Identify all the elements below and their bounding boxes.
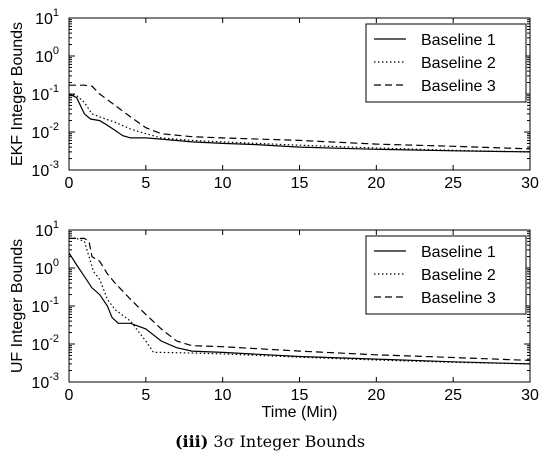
x-axis-label: Time (Min) <box>262 404 338 421</box>
legend-box <box>365 23 527 103</box>
x-tick-label: 15 <box>291 175 309 192</box>
x-tick-label: 25 <box>444 175 462 192</box>
y-tick-label: 10-1 <box>31 295 59 316</box>
caption-label: (iii) <box>174 432 209 451</box>
y-tick-label: 10-3 <box>31 159 59 180</box>
x-tick-label: 15 <box>291 387 309 404</box>
y-axis-label: EKF Integer Bounds <box>9 22 26 166</box>
chart-panel-2: 0 5 10 15 20 25 30 10-3 10-2 10-1 100 101 UF Integer… <box>9 219 539 421</box>
y-tick-label: 10-2 <box>31 121 59 142</box>
y-tick-label: 100 <box>35 45 59 66</box>
series-line-baseline-2 <box>69 237 530 365</box>
series-line-baseline-2 <box>69 93 530 153</box>
caption-text: 3σ Integer Bounds <box>213 432 366 451</box>
x-tick-label: 0 <box>65 175 74 192</box>
x-tick-label: 20 <box>367 387 385 404</box>
legend-label-baseline-3: Baseline 3 <box>421 78 496 95</box>
y-tick-label: 101 <box>35 219 59 240</box>
x-tick-label: 20 <box>367 175 385 192</box>
y-tick-label: 10-1 <box>31 83 59 104</box>
legend-box <box>365 235 527 315</box>
x-tick-label: 25 <box>444 387 462 404</box>
legend-label-baseline-2: Baseline 2 <box>421 267 496 284</box>
x-tick-label: 5 <box>141 175 150 192</box>
legend-label-baseline-1: Baseline 1 <box>421 32 496 49</box>
series-line-baseline-3 <box>69 237 530 361</box>
x-tick-label: 30 <box>521 387 539 404</box>
x-tick-label: 0 <box>65 387 74 404</box>
series-line-baseline-3 <box>69 84 530 150</box>
figure-caption: (iii) 3σ Integer Bounds <box>0 432 540 451</box>
y-tick-label: 100 <box>35 257 59 278</box>
legend-label-baseline-3: Baseline 3 <box>421 290 496 307</box>
y-tick-label: 10-2 <box>31 333 59 354</box>
x-tick-label: 30 <box>521 175 539 192</box>
x-tick-label: 10 <box>214 175 232 192</box>
series-line-baseline-1 <box>69 93 530 153</box>
x-tick-label: 10 <box>214 387 232 404</box>
series-line-baseline-1 <box>69 252 530 365</box>
y-tick-label: 10-3 <box>31 371 59 392</box>
y-axis-label: UF Integer Bounds <box>9 239 26 373</box>
y-tick-label: 101 <box>35 7 59 28</box>
chart-panel-1: 0 5 10 15 20 25 30 10-3 10-2 10-1 100 101 EKF Intege… <box>9 7 539 192</box>
x-tick-label: 5 <box>141 387 150 404</box>
legend-label-baseline-1: Baseline 1 <box>421 244 496 261</box>
legend-label-baseline-2: Baseline 2 <box>421 55 496 72</box>
